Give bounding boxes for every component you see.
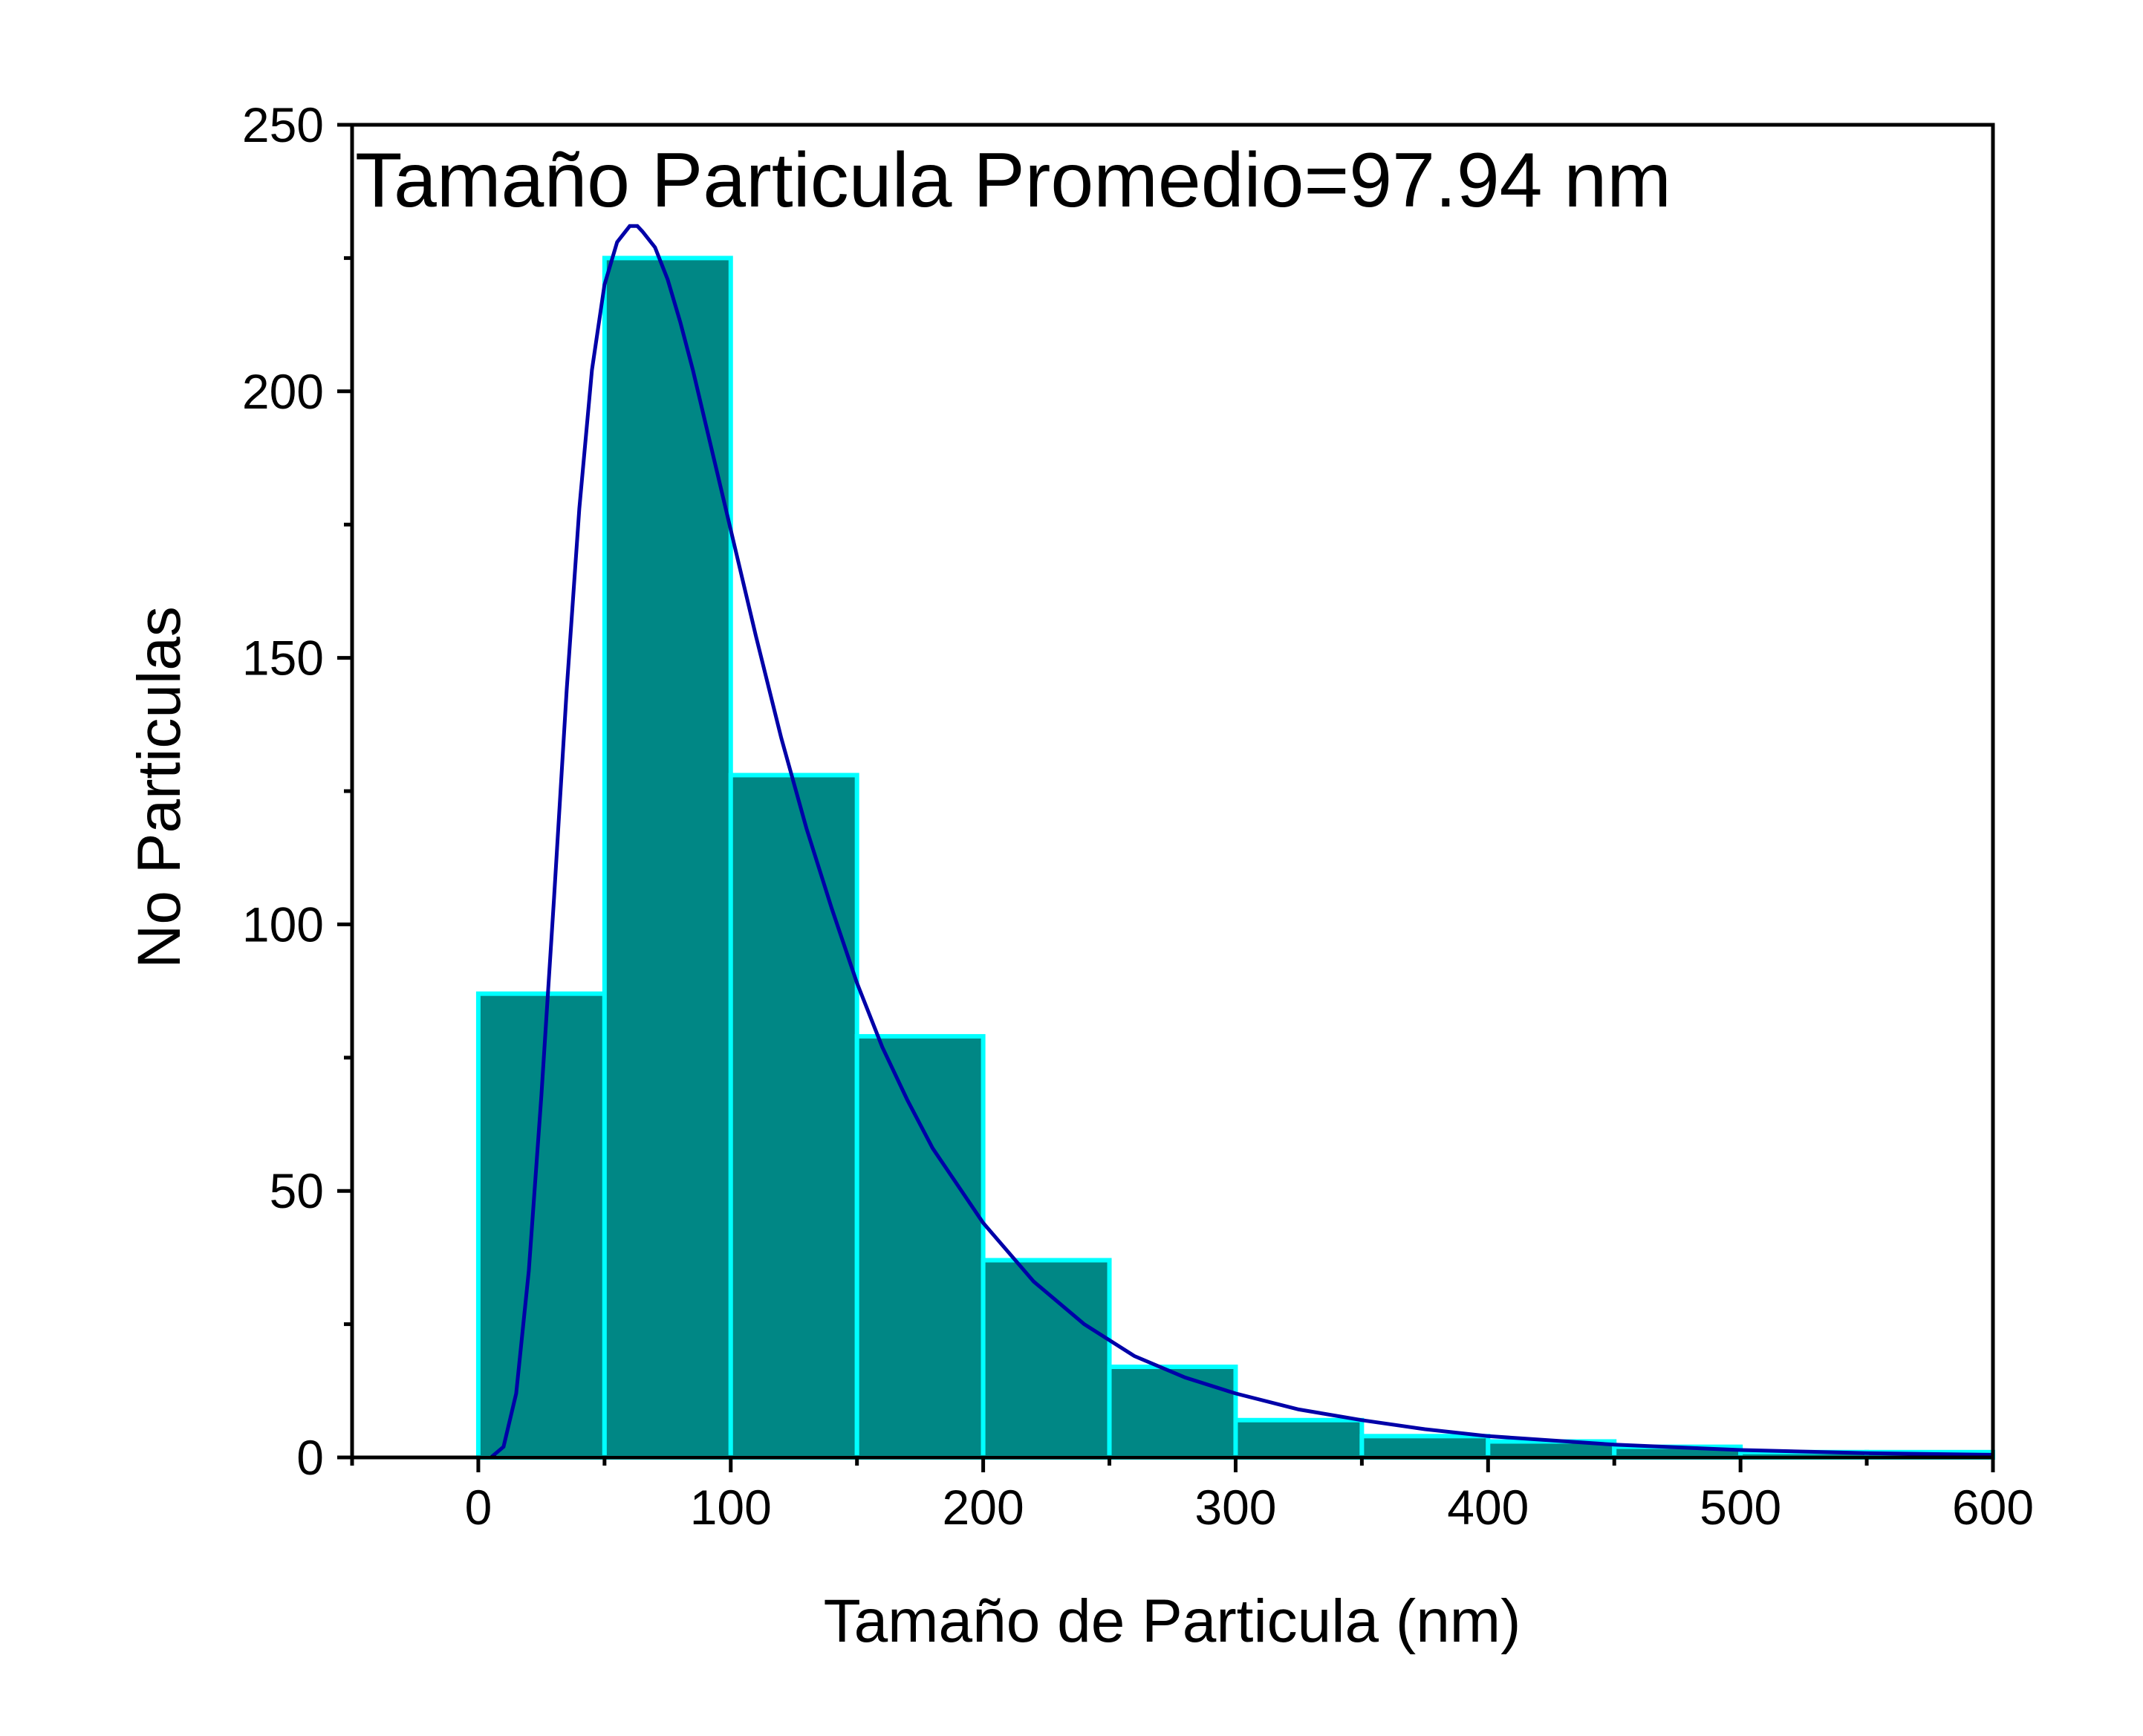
histogram-bar-300-350 — [1233, 1417, 1365, 1460]
y-tick-label: 250 — [242, 97, 324, 152]
x-tick-label: 100 — [690, 1480, 772, 1535]
fit-curve — [490, 224, 1994, 1459]
x-tick-label: 500 — [1700, 1480, 1781, 1535]
x-axis-label: Tamaño de Particula (nm) — [824, 1587, 1521, 1655]
x-tick-label: 600 — [1952, 1480, 2034, 1535]
histogram-bar-100-150 — [728, 773, 859, 1460]
histogram-bar-350-400 — [1359, 1434, 1491, 1460]
histogram-bar-50-100 — [602, 256, 733, 1460]
x-tick-label: 200 — [943, 1480, 1024, 1535]
tick-labels: 0 100 200 300 400 500 600 0 50 100 150 200 250 — [242, 97, 2034, 1535]
mean-size-annotation: Tamaño Particula Promedio=97.94 nm — [355, 137, 1671, 224]
y-tick-label: 150 — [242, 631, 324, 686]
y-axis-label: No Particulas — [126, 606, 193, 969]
x-tick-label: 300 — [1194, 1480, 1276, 1535]
histogram-bars — [475, 256, 1995, 1460]
y-tick-label: 200 — [242, 364, 324, 419]
y-tick-label: 50 — [270, 1163, 324, 1218]
y-tick-label: 0 — [296, 1430, 324, 1485]
x-tick-label: 0 — [465, 1480, 492, 1535]
x-tick-label: 400 — [1447, 1480, 1529, 1535]
histogram-bar-250-300 — [1107, 1365, 1238, 1460]
axis-ticks — [337, 123, 1995, 1472]
y-tick-label: 100 — [242, 897, 324, 952]
histogram-bar-0-50 — [475, 991, 607, 1460]
histogram-bar-150-200 — [854, 1034, 986, 1460]
